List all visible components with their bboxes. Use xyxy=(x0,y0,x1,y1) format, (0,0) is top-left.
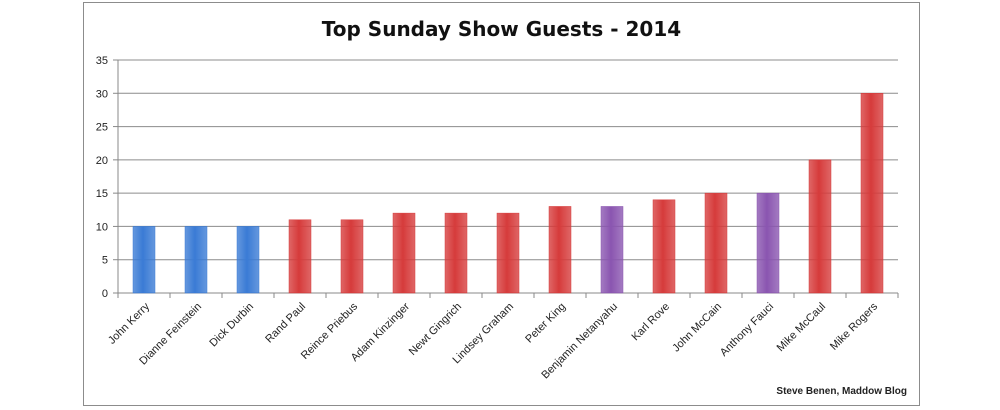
x-tick-label: Mike Rogers xyxy=(828,300,880,352)
bar-benjamin-netanyahu xyxy=(600,206,624,294)
x-tick-label: John McCain xyxy=(670,301,724,355)
bar-reince-priebus xyxy=(340,219,364,294)
bar-anthony-fauci xyxy=(756,192,780,294)
chart-frame: Top Sunday Show Guests - 2014 Steve Bene… xyxy=(83,2,920,406)
bar-mike-mccaul xyxy=(808,159,832,294)
x-tick-label: John Kerry xyxy=(106,300,152,346)
x-tick-label: Mike McCaul xyxy=(775,301,828,354)
x-tick-label: Peter King xyxy=(523,301,568,346)
x-tick-label: Karl Rove xyxy=(629,301,672,344)
x-tick-label: Anthony Fauci xyxy=(718,301,776,359)
y-tick-label: 35 xyxy=(96,55,108,67)
bar-peter-king xyxy=(548,206,572,294)
bar-rand-paul xyxy=(288,219,312,294)
bar-dianne-feinstein xyxy=(184,226,208,294)
bar-newt-gingrich xyxy=(444,212,468,294)
y-tick-label: 5 xyxy=(102,255,108,267)
bar-karl-rove xyxy=(652,199,676,294)
y-tick-label: 0 xyxy=(102,288,108,300)
chart-title: Top Sunday Show Guests - 2014 xyxy=(321,17,682,41)
y-tick-label: 15 xyxy=(96,188,108,200)
bar-john-mccain xyxy=(704,192,728,294)
y-tick-label: 10 xyxy=(96,221,108,233)
bar-mike-rogers xyxy=(860,93,884,294)
bar-john-kerry xyxy=(132,226,156,294)
bar-adam-kinzinger xyxy=(392,212,416,294)
y-tick-label: 25 xyxy=(96,122,108,134)
x-tick-label: Newt Gingrich xyxy=(407,301,464,358)
x-tick-label: Rand Paul xyxy=(263,301,308,346)
bar-lindsey-graham xyxy=(496,212,520,294)
y-tick-label: 30 xyxy=(96,88,108,100)
bar-dick-durbin xyxy=(236,226,260,294)
x-tick-label: Dick Durbin xyxy=(207,301,256,350)
chart-credit: Steve Benen, Maddow Blog xyxy=(776,386,907,397)
y-tick-label: 20 xyxy=(96,155,108,167)
